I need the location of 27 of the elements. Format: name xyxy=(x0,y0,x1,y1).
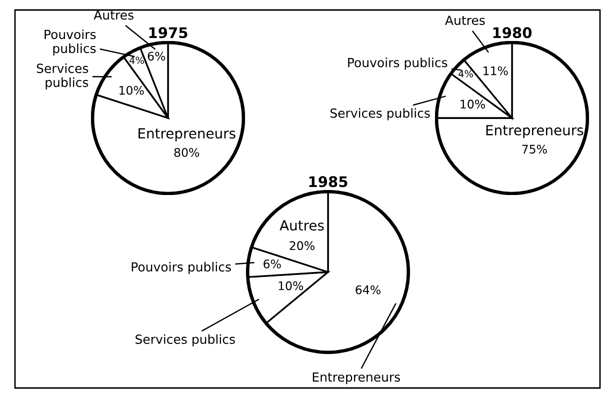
slice-label: Autres xyxy=(94,10,134,20)
slice-label: Services publics xyxy=(36,63,88,90)
data-label: 10% xyxy=(120,86,144,95)
slice-label: Entrepreneurs xyxy=(486,125,584,138)
data-label: 75% xyxy=(522,144,547,154)
data-label: 4% xyxy=(458,70,473,78)
slice-label: Services publics xyxy=(330,108,430,120)
slice-label: Pouvoirs publics xyxy=(348,58,448,70)
data-label: 6% xyxy=(264,259,281,268)
data-label: 64% xyxy=(356,285,380,294)
data-label: 4% xyxy=(129,56,144,64)
slice-label: Services publics xyxy=(136,334,235,346)
chart-title: 1985 xyxy=(309,176,348,188)
data-label: 11% xyxy=(484,66,508,76)
data-label: 10% xyxy=(460,100,485,109)
slice-label: Entrepreneurs xyxy=(312,372,400,384)
slice-label: Autres xyxy=(445,16,485,25)
slice-label: Entrepreneurs xyxy=(138,128,236,142)
data-label: 80% xyxy=(174,148,200,157)
text: 1980 xyxy=(493,27,532,38)
slice-label: Pouvoirs publics xyxy=(44,29,96,56)
data-label: 10% xyxy=(278,281,304,290)
data-label: 6% xyxy=(148,52,166,61)
text: 1975 xyxy=(149,27,188,38)
data-label: 20% xyxy=(290,241,314,250)
slice-label: Autres xyxy=(280,220,324,231)
slice-label: Pouvoirs publics xyxy=(132,262,231,274)
